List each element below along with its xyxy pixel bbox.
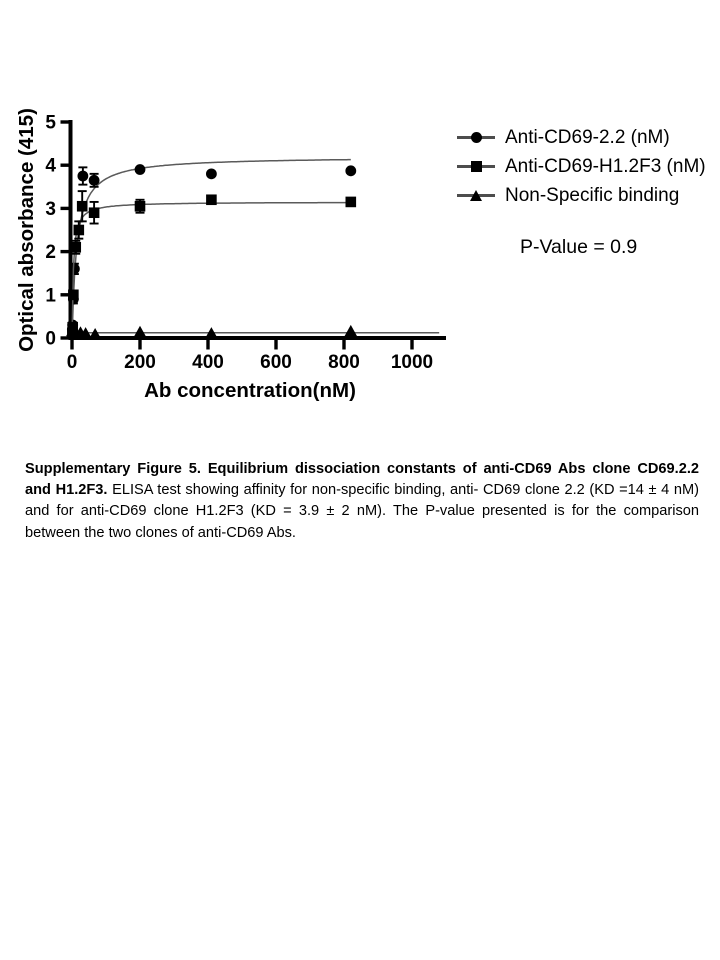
svg-text:1: 1 (45, 285, 56, 306)
legend-entry-anti-cd69-h1-2f3: Anti-CD69-H1.2F3 (nM) (457, 152, 706, 181)
svg-text:Optical absorbance (415): Optical absorbance (415) (15, 108, 38, 352)
caption-title: Supplementary Figure 5. Equilibrium diss… (25, 461, 699, 499)
binding-curve-chart: 0 1 2 3 4 5 0 200 400 600 800 1000 Optical absorbanc… (15, 108, 446, 402)
triangle-marker-icon (457, 189, 495, 202)
svg-text:1000: 1000 (391, 352, 433, 373)
svg-text:0: 0 (45, 329, 56, 350)
svg-text:Ab concentration(nM): Ab concentration(nM) (144, 379, 356, 402)
chart-legend: Anti-CD69-2.2 (nM) Anti-CD69-H1.2F3 (nM)… (457, 123, 706, 210)
circle-marker-icon (457, 131, 495, 144)
square-marker-icon (457, 160, 495, 173)
p-value-annotation: P-Value = 0.9 (520, 236, 638, 258)
svg-text:800: 800 (328, 352, 360, 373)
figure-caption: Supplementary Figure 5. Equilibrium diss… (25, 459, 699, 544)
svg-text:5: 5 (45, 113, 56, 134)
svg-text:0: 0 (67, 352, 78, 373)
legend-entry-non-specific: Non-Specific binding (457, 181, 706, 210)
legend-entry-anti-cd69-2-2: Anti-CD69-2.2 (nM) (457, 123, 706, 152)
svg-text:3: 3 (45, 199, 56, 220)
svg-text:2: 2 (45, 242, 56, 263)
svg-text:400: 400 (192, 352, 224, 373)
svg-text:4: 4 (45, 156, 56, 177)
svg-text:200: 200 (124, 352, 156, 373)
legend-label: Anti-CD69-H1.2F3 (nM) (505, 155, 706, 177)
caption-body: ELISA test showing affinity for non-spec… (25, 482, 699, 541)
legend-label: Anti-CD69-2.2 (nM) (505, 126, 670, 148)
svg-text:600: 600 (260, 352, 292, 373)
legend-label: Non-Specific binding (505, 184, 680, 206)
